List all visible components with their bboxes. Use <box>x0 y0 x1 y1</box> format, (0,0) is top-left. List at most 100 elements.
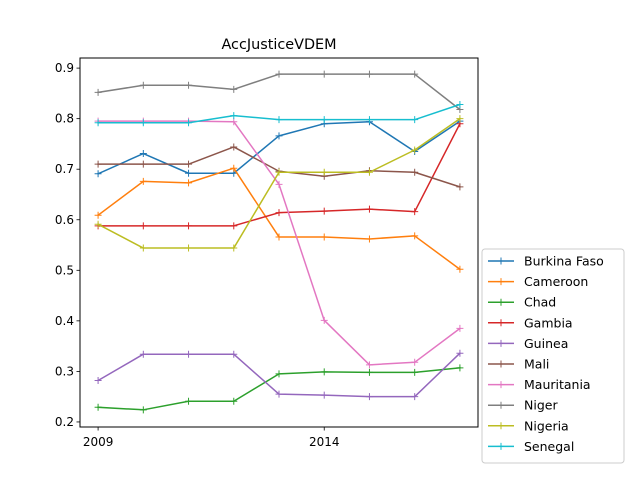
data-point-marker <box>411 116 419 124</box>
series-senegal <box>94 101 464 127</box>
y-tick-label: 0.3 <box>55 364 74 378</box>
legend-marker <box>497 257 505 265</box>
y-tick-label: 0.9 <box>55 61 74 75</box>
data-point-marker <box>275 132 283 140</box>
legend-marker <box>497 401 505 409</box>
data-point-marker <box>275 180 283 188</box>
legend-item: Niger <box>488 398 558 413</box>
data-point-marker <box>139 406 147 414</box>
data-point-marker <box>275 370 283 378</box>
legend-marker <box>497 278 505 286</box>
data-point-marker <box>411 358 419 366</box>
data-point-marker <box>139 160 147 168</box>
data-point-marker <box>94 376 102 384</box>
legend-label: Burkina Faso <box>524 254 604 269</box>
data-point-marker <box>456 265 464 273</box>
legend-item: Senegal <box>488 439 574 454</box>
y-tick-label: 0.8 <box>55 112 74 126</box>
data-point-marker <box>230 85 238 93</box>
legend-marker <box>497 381 505 389</box>
data-point-marker <box>139 244 147 252</box>
legend-item: Cameroon <box>488 274 588 289</box>
data-point-marker <box>275 209 283 217</box>
data-point-marker <box>456 364 464 372</box>
legend-label: Chad <box>524 295 556 310</box>
data-point-marker <box>411 208 419 216</box>
data-point-marker <box>365 116 373 124</box>
y-tick-label: 0.7 <box>55 162 74 176</box>
legend-marker <box>497 422 505 430</box>
series-nigeria <box>94 115 464 252</box>
data-point-marker <box>365 368 373 376</box>
axes-frame <box>79 57 479 428</box>
data-point-marker <box>94 88 102 96</box>
legend-item: Gambia <box>488 315 573 330</box>
series-guinea <box>94 349 464 401</box>
data-point-marker <box>94 403 102 411</box>
data-point-marker <box>275 116 283 124</box>
data-point-marker <box>411 168 419 176</box>
legend-marker <box>497 442 505 450</box>
legend-box <box>481 248 625 464</box>
legend-label: Mali <box>524 357 549 372</box>
data-point-marker <box>185 81 193 89</box>
legend-label: Nigeria <box>524 418 569 433</box>
data-point-marker <box>230 350 238 358</box>
data-point-marker <box>411 70 419 78</box>
data-point-marker <box>230 143 238 151</box>
plot-area: 0.2 0.3 0.4 0.5 0.6 0.7 0.8 0.9 2009 2014 <box>55 57 479 449</box>
data-point-marker <box>185 179 193 187</box>
y-tick-label: 0.2 <box>55 415 74 429</box>
data-point-marker <box>411 368 419 376</box>
data-point-marker <box>365 168 373 176</box>
data-point-marker <box>230 164 238 172</box>
series-gambia <box>94 120 464 230</box>
legend-item: Burkina Faso <box>488 254 604 269</box>
legend-label: Niger <box>524 398 558 413</box>
data-point-marker <box>139 150 147 158</box>
legend-label: Senegal <box>524 439 574 454</box>
data-point-marker <box>185 397 193 405</box>
data-point-marker <box>320 316 328 324</box>
data-point-marker <box>456 349 464 357</box>
data-point-marker <box>456 101 464 109</box>
data-point-marker <box>275 168 283 176</box>
data-point-marker <box>94 170 102 178</box>
data-point-marker <box>94 119 102 127</box>
x-axis: 2009 2014 <box>83 427 340 449</box>
y-tick-label: 0.5 <box>55 263 74 277</box>
data-point-marker <box>185 119 193 127</box>
y-tick-label: 0.4 <box>55 314 74 328</box>
legend-item: Nigeria <box>488 418 569 433</box>
data-point-marker <box>94 160 102 168</box>
data-point-marker <box>139 350 147 358</box>
data-point-marker <box>139 177 147 185</box>
data-point-marker <box>230 112 238 120</box>
data-point-marker <box>230 222 238 230</box>
data-point-marker <box>320 233 328 241</box>
data-point-marker <box>320 116 328 124</box>
y-axis: 0.2 0.3 0.4 0.5 0.6 0.7 0.8 0.9 <box>55 61 80 429</box>
data-point-marker <box>94 220 102 228</box>
data-point-marker <box>139 119 147 127</box>
data-point-marker <box>185 160 193 168</box>
series-cameroon <box>94 164 464 273</box>
legend-label: Mauritania <box>524 377 591 392</box>
data-point-marker <box>230 397 238 405</box>
legend-item: Chad <box>488 295 556 310</box>
legend-marker <box>497 298 505 306</box>
data-point-marker <box>411 393 419 401</box>
legend-label: Cameroon <box>524 274 588 289</box>
legend-marker <box>497 319 505 327</box>
data-point-marker <box>365 361 373 369</box>
data-point-marker <box>275 390 283 398</box>
data-point-marker <box>275 233 283 241</box>
data-point-marker <box>275 70 283 78</box>
data-point-marker <box>456 324 464 332</box>
legend-item: Guinea <box>488 336 568 351</box>
data-point-marker <box>320 368 328 376</box>
data-point-marker <box>411 232 419 240</box>
data-point-marker <box>230 244 238 252</box>
data-point-marker <box>365 393 373 401</box>
